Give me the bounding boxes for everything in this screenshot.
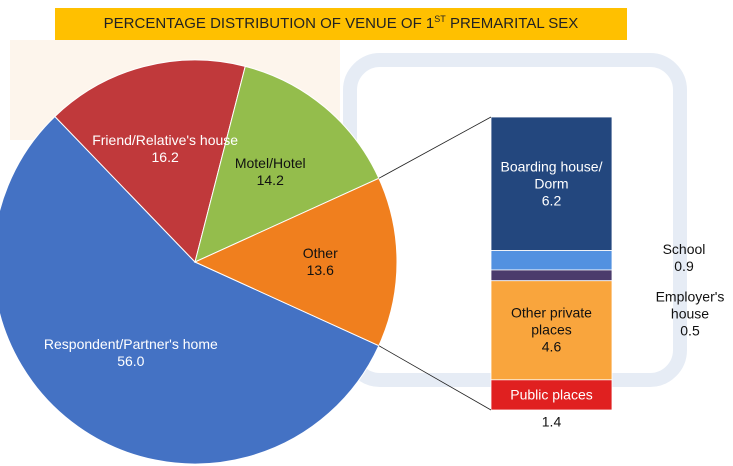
title-text: PREMARITAL SEX [445, 15, 579, 32]
label-line: Other private places [511, 304, 592, 338]
bar-segment [490, 269, 613, 282]
label-line: 4.6 [541, 338, 562, 355]
label-line: School [662, 241, 706, 257]
label-line: Employer's house [655, 288, 725, 322]
pie-slice [193, 177, 398, 347]
bar-value-label: 1.4 [542, 414, 561, 431]
label-line: Respondent/Partner's home [43, 335, 218, 352]
bar-label: Employer's house 0.5 [655, 289, 725, 340]
label-line: 16.2 [151, 148, 179, 165]
pie-label: Motel/Hotel 14.2 [235, 155, 306, 189]
title-text: PERCENTAGE DISTRIBUTION OF VENUE OF 1 [103, 15, 435, 32]
label-line: 56.0 [117, 352, 145, 369]
label-line: 6.2 [541, 192, 562, 209]
label-line: 13.6 [306, 262, 334, 278]
label-line: Other [302, 245, 338, 261]
connector [378, 345, 492, 411]
label-line: 14.2 [256, 172, 284, 189]
label-line: 0.5 [680, 322, 700, 339]
bar-label: Public places [510, 386, 593, 403]
label-line: 0.9 [674, 258, 694, 274]
label-line: Friend/Relative's house [92, 131, 239, 148]
pie-label: Respondent/Partner's home 56.0 [44, 336, 218, 370]
pie-slice [54, 59, 246, 263]
pie-label: Other 13.6 [303, 245, 338, 279]
bar-label: Other private places 4.6 [502, 305, 602, 356]
label-line: 1.4 [541, 413, 562, 430]
label-line: Public places [510, 386, 593, 403]
bar-segment [490, 379, 613, 411]
pie-slice [194, 65, 380, 263]
bar-segment [490, 250, 613, 271]
connector [378, 116, 492, 179]
pie-slice [0, 115, 380, 465]
label-line: Motel/Hotel [234, 155, 306, 172]
title-superscript: ST [434, 14, 446, 24]
bar-label: Boarding house/ Dorm 6.2 [497, 158, 607, 209]
chart-title: PERCENTAGE DISTRIBUTION OF VENUE OF 1ST … [55, 8, 627, 40]
label-line: Boarding house/ Dorm [500, 158, 603, 192]
bar-label: School 0.9 [663, 241, 706, 275]
pie-label: Friend/Relative's house 16.2 [92, 132, 238, 166]
